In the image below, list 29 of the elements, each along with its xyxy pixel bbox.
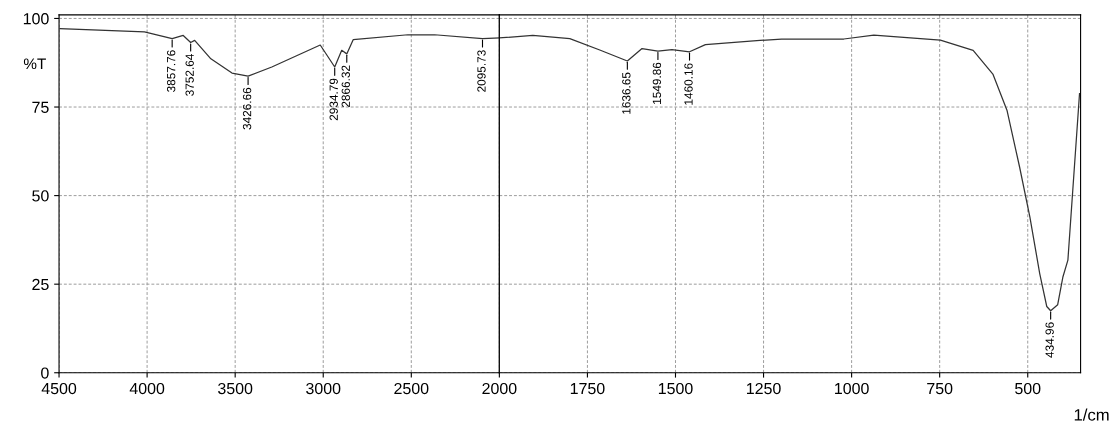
x-tick-label: 1000	[835, 382, 869, 395]
x-tick-label: 3500	[218, 382, 253, 395]
x-tick-label: 1500	[658, 382, 693, 395]
x-tick-label: 750	[927, 382, 953, 395]
y-tick-label: 75	[32, 101, 49, 113]
annotation: 2866.32	[341, 65, 350, 108]
y-axis-title: %T	[23, 58, 46, 70]
annotation: 1636.65	[622, 72, 631, 114]
x-tick-label: 4000	[129, 382, 165, 395]
annotation: 2934.79	[329, 78, 338, 121]
x-tick-label: 1250	[747, 382, 781, 395]
x-tick-label: 3000	[306, 382, 341, 395]
y-tick-label: 50	[32, 190, 49, 202]
x-axis-title: 1/cm	[1074, 408, 1109, 421]
y-tick-label: 100	[23, 13, 49, 25]
x-tick-label: 2500	[394, 382, 429, 395]
y-tick-label: 0	[41, 367, 49, 379]
annotation: 1460.16	[684, 63, 693, 105]
y-tick-label: 25	[32, 278, 49, 291]
x-tick-label: 500	[1015, 382, 1041, 395]
annotation: 3426.66	[242, 87, 252, 130]
annotation: 434.96	[1045, 322, 1054, 358]
x-tick-label: 1750	[570, 382, 605, 395]
annotation: 3857.76	[166, 50, 176, 92]
annotation: 2095.73	[477, 50, 486, 92]
annotation: 1549.86	[652, 62, 662, 104]
annotation: 3752.64	[185, 54, 194, 96]
x-tick-label: 2000	[482, 382, 517, 395]
x-tick-label: 4500	[41, 382, 77, 395]
